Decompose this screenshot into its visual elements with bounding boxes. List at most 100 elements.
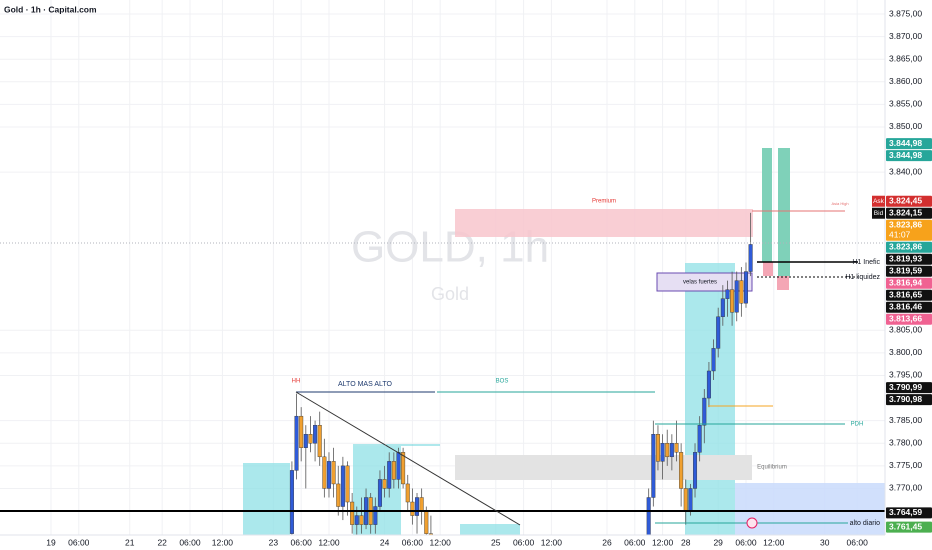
price-badge	[886, 521, 932, 533]
x-tick-label: 12:00	[541, 537, 563, 547]
candle-body	[401, 452, 406, 485]
y-tick-label: 3.805,00	[889, 325, 922, 335]
candle-body	[683, 488, 688, 512]
y-tick-label: 3.875,00	[889, 8, 922, 18]
zones	[243, 148, 885, 535]
x-tick-label: 21	[125, 537, 135, 547]
candle-body	[725, 289, 730, 299]
candle-body	[331, 461, 336, 485]
x-tick-label: 23	[269, 537, 279, 547]
x-tick-label: 30	[820, 537, 830, 547]
price-badge-label: 3.816,65	[889, 289, 922, 299]
price-badge	[886, 207, 932, 219]
axes: 3.770,00 3.775,00 3.780,00 3.785,00 3.795,00…	[46, 8, 922, 547]
grid	[0, 0, 885, 535]
x-tick-label: 22	[157, 537, 167, 547]
candle-body	[387, 461, 392, 489]
equilibrium-zone	[455, 455, 752, 480]
x-tick-label: 06:00	[291, 537, 313, 547]
price-badge-label: 3.813,66	[889, 313, 922, 323]
price-tag	[872, 207, 885, 219]
candle-body	[326, 461, 331, 489]
candle-body	[317, 424, 322, 458]
candle-body	[359, 515, 364, 525]
annotation: PDH	[851, 422, 864, 428]
price-badge-label: 3.819,93	[889, 253, 922, 263]
x-tick-label: 28	[681, 537, 691, 547]
price-badge-label: 3.824,15	[889, 207, 922, 217]
price-tag-label: Bid	[874, 210, 884, 217]
x-tick-label: 12:00	[212, 537, 234, 547]
x-tick-label: 12:00	[652, 537, 674, 547]
x-tick-label: 06:00	[402, 537, 424, 547]
annotation: H1 liquidez	[845, 274, 880, 281]
target-zone	[778, 148, 790, 276]
candle-body	[734, 280, 739, 313]
y-tick-label: 3.855,00	[889, 99, 922, 109]
price-badge	[886, 253, 932, 265]
y-tick-label: 3.850,00	[889, 121, 922, 131]
y-tick-label: 3.840,00	[889, 166, 922, 176]
candle-body	[730, 289, 735, 313]
candle-body	[410, 501, 415, 516]
candle-body	[299, 415, 304, 448]
candle-body	[308, 434, 313, 444]
x-tick-label: 06:00	[847, 537, 869, 547]
candle-body	[419, 497, 424, 512]
candle-body	[679, 452, 684, 489]
price-badge-label: 3.819,59	[889, 265, 922, 275]
x-tick-label: 12:00	[430, 537, 452, 547]
x-tick-label: 29	[713, 537, 723, 547]
x-tick-label: 06:00	[624, 537, 646, 547]
x-tick-label: 25	[491, 537, 501, 547]
candle-body	[373, 506, 378, 525]
price-badge-label: 3.764,59	[889, 507, 922, 517]
price-badge-label: 3.844,98	[889, 138, 922, 148]
candle-body	[720, 298, 725, 317]
price-badge	[886, 195, 932, 207]
price-badge	[886, 394, 932, 406]
event-icon	[746, 517, 758, 529]
y-tick-label: 3.780,00	[889, 438, 922, 448]
annotation: Asia High	[831, 201, 848, 206]
candle-body	[336, 483, 341, 507]
x-tick-label: 24	[380, 537, 390, 547]
candle-body	[289, 470, 294, 534]
candle-body	[665, 443, 670, 458]
chart-title: Gold · 1h · Capital.com	[4, 4, 97, 14]
candle-body	[322, 456, 327, 489]
candle-body	[716, 316, 721, 349]
candle-body	[382, 479, 387, 489]
candle-body	[294, 415, 299, 471]
y-tick-label: 3.795,00	[889, 370, 922, 380]
x-tick-label: 06:00	[513, 537, 535, 547]
price-badge	[886, 219, 932, 241]
target-zone	[762, 148, 772, 262]
price-badge-label: 3.823,86	[889, 241, 922, 251]
candle-body	[651, 434, 656, 498]
annotation: ALTO MAS ALTO	[338, 381, 393, 388]
price-labels: 3.844,98 3.844,98 3.824,45 Ask 3.824,15 Bid 3.…	[872, 138, 932, 533]
candle-body	[405, 483, 410, 503]
premium-zone	[455, 209, 753, 237]
price-badge-label: 3.816,46	[889, 301, 922, 311]
velas-box	[656, 272, 753, 292]
candle-body	[345, 465, 350, 503]
annotation: velas fuertes	[683, 280, 717, 286]
candle-body	[702, 397, 707, 426]
time-axis	[0, 535, 932, 550]
y-tick-label: 3.785,00	[889, 415, 922, 425]
zone	[735, 483, 885, 535]
candle-body	[415, 497, 420, 516]
y-tick-label: 3.800,00	[889, 347, 922, 357]
x-tick-label: 19	[46, 537, 56, 547]
x-tick-label: 06:00	[179, 537, 201, 547]
price-badge	[886, 382, 932, 394]
candle-body	[350, 501, 355, 525]
candle-body	[377, 479, 382, 507]
candle-body	[303, 434, 308, 448]
price-badge	[886, 241, 932, 253]
candle-body	[354, 515, 359, 525]
candle-body	[748, 244, 753, 272]
